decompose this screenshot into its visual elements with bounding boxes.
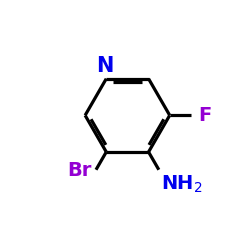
Text: NH$_2$: NH$_2$ bbox=[161, 173, 203, 195]
Text: F: F bbox=[198, 106, 211, 125]
Text: N: N bbox=[96, 56, 114, 76]
Text: Br: Br bbox=[67, 162, 91, 180]
